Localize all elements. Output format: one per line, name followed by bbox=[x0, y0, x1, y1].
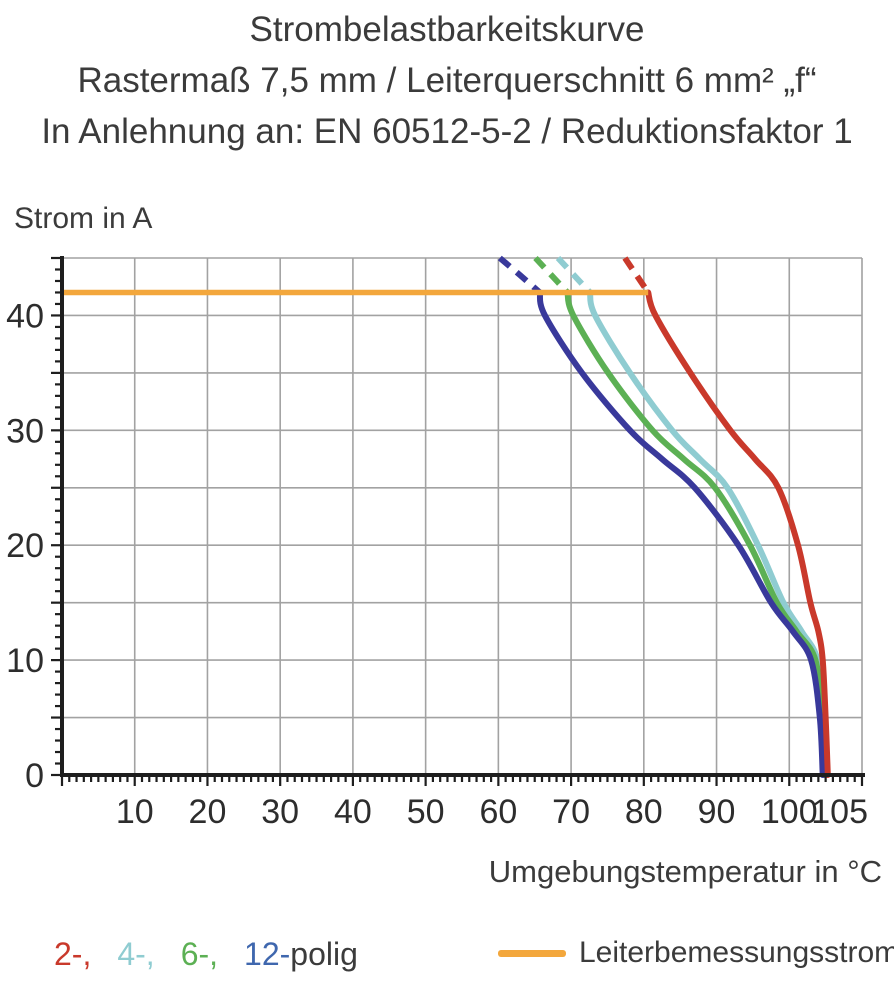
legend-reference-label: Leiterbemessungsstrom bbox=[579, 936, 894, 969]
x-tick-label: 20 bbox=[189, 793, 227, 831]
curve-2-polig bbox=[645, 289, 831, 778]
x-tick-label: 10 bbox=[116, 793, 154, 831]
legend-pole-4: 4-, bbox=[117, 936, 155, 972]
curve-4-polig-dashed bbox=[555, 255, 593, 295]
curve-6-polig-dashed bbox=[533, 255, 570, 295]
y-axis-title: Strom in A bbox=[14, 202, 153, 235]
data-curves bbox=[497, 255, 831, 778]
y-tick-label: 20 bbox=[6, 527, 44, 565]
y-tick-labels: 0 10 20 30 40 bbox=[6, 297, 44, 795]
legend-pole-12: 12- bbox=[244, 936, 291, 972]
legend-poles: 2-, 4-, 6-, 12- polig bbox=[54, 936, 358, 973]
axes bbox=[60, 256, 865, 777]
x-tick-label: 50 bbox=[407, 793, 445, 831]
x-axis-title: Umgebungstemperatur in °C bbox=[488, 854, 882, 889]
axis-ticks bbox=[51, 256, 864, 786]
y-tick-label: 10 bbox=[6, 642, 44, 680]
chart-title: Strombelastbarkeitskurve Rastermaß 7,5 m… bbox=[0, 4, 894, 157]
title-line-1: Strombelastbarkeitskurve bbox=[249, 10, 645, 49]
curve-12-polig bbox=[536, 289, 826, 778]
orange-line-swatch bbox=[498, 949, 566, 957]
legend-reference: Leiterbemessungsstrom bbox=[498, 936, 894, 970]
curve-12-polig-dashed bbox=[497, 255, 542, 295]
curve-2-polig-dashed bbox=[622, 256, 651, 295]
title-line-3: In Anlehnung an: EN 60512-5-2 / Reduktio… bbox=[41, 112, 853, 151]
x-tick-label: 105 bbox=[811, 793, 868, 831]
legend-pole-12-group: 12- polig bbox=[244, 936, 358, 973]
y-tick-label: 40 bbox=[6, 297, 44, 335]
legend-pole-2: 2-, bbox=[54, 936, 92, 972]
x-tick-label: 30 bbox=[261, 793, 299, 831]
x-tick-label: 60 bbox=[479, 793, 517, 831]
y-tick-label: 30 bbox=[6, 412, 44, 450]
x-tick-label: 100 bbox=[761, 793, 818, 831]
grid-lines bbox=[62, 257, 863, 775]
x-tick-label: 70 bbox=[552, 793, 590, 831]
curve-6-polig bbox=[564, 289, 828, 778]
title-line-2: Rastermaß 7,5 mm / Leiterquerschnitt 6 m… bbox=[77, 61, 817, 100]
legend-pole-suffix: polig bbox=[290, 936, 358, 972]
x-tick-label: 90 bbox=[698, 793, 736, 831]
legend-pole-6: 6-, bbox=[180, 936, 219, 972]
x-tick-label: 80 bbox=[625, 793, 663, 831]
x-tick-label: 40 bbox=[334, 793, 372, 831]
y-tick-label: 0 bbox=[25, 757, 44, 795]
